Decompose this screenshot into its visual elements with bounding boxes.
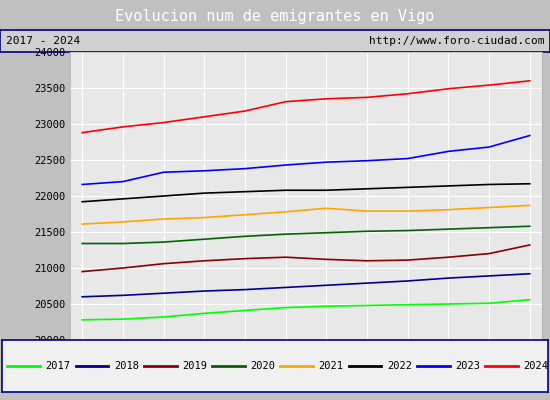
- Text: http://www.foro-ciudad.com: http://www.foro-ciudad.com: [369, 36, 544, 46]
- Text: 2018: 2018: [114, 361, 139, 371]
- Text: 2024: 2024: [524, 361, 548, 371]
- Text: 2017 - 2024: 2017 - 2024: [6, 36, 80, 46]
- Text: 2021: 2021: [318, 361, 344, 371]
- Text: 2022: 2022: [387, 361, 412, 371]
- Text: 2019: 2019: [182, 361, 207, 371]
- Text: 2020: 2020: [250, 361, 276, 371]
- Text: 2017: 2017: [46, 361, 71, 371]
- Text: Evolucion num de emigrantes en Vigo: Evolucion num de emigrantes en Vigo: [116, 9, 435, 24]
- Text: 2023: 2023: [455, 361, 480, 371]
